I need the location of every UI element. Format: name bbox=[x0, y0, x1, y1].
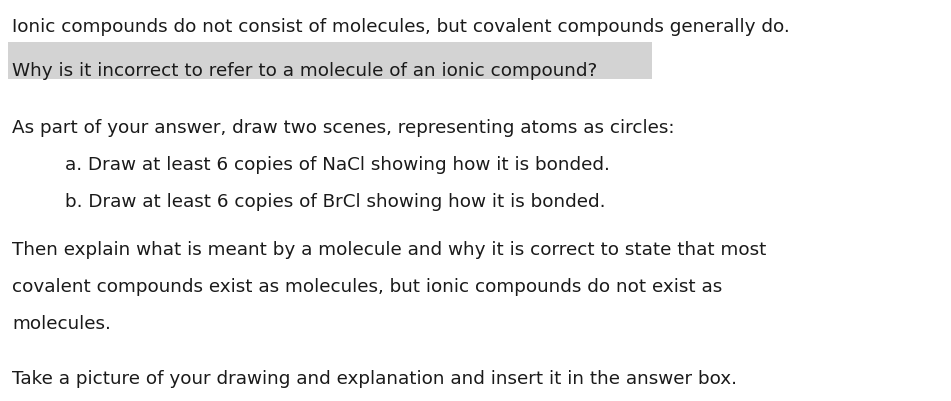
Text: Why is it incorrect to refer to a molecule of an ionic compound?: Why is it incorrect to refer to a molecu… bbox=[12, 62, 597, 80]
Text: As part of your answer, draw two scenes, representing atoms as circles:: As part of your answer, draw two scenes,… bbox=[12, 118, 675, 136]
Text: Then explain what is meant by a molecule and why it is correct to state that mos: Then explain what is meant by a molecule… bbox=[12, 241, 767, 259]
Text: covalent compounds exist as molecules, but ionic compounds do not exist as: covalent compounds exist as molecules, b… bbox=[12, 277, 723, 296]
Text: Take a picture of your drawing and explanation and insert it in the answer box.: Take a picture of your drawing and expla… bbox=[12, 369, 737, 387]
Text: a. Draw at least 6 copies of NaCl showing how it is bonded.: a. Draw at least 6 copies of NaCl showin… bbox=[65, 156, 610, 174]
Text: Ionic compounds do not consist of molecules, but covalent compounds generally do: Ionic compounds do not consist of molecu… bbox=[12, 18, 790, 36]
Text: b. Draw at least 6 copies of BrCl showing how it is bonded.: b. Draw at least 6 copies of BrCl showin… bbox=[65, 192, 605, 211]
Text: molecules.: molecules. bbox=[12, 314, 111, 332]
FancyBboxPatch shape bbox=[8, 43, 652, 80]
